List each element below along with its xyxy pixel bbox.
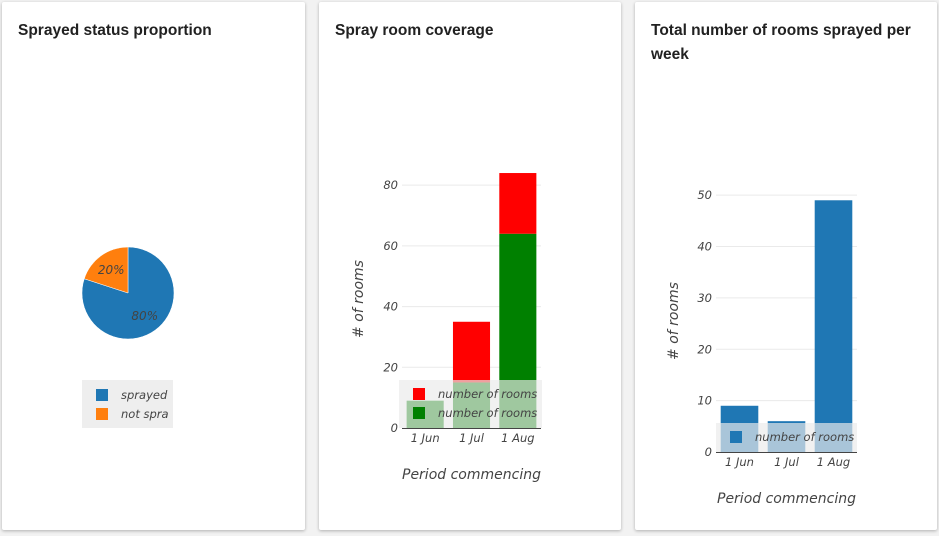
pie-slice-label: 80%: [131, 309, 158, 323]
stacked-bar-chart: 0 20 40 60 80 1 Jun 1 Jul 1 Aug Period commencin…: [351, 173, 542, 483]
legend-item: sprayed: [121, 388, 168, 402]
card-rooms-per-week: Total number of rooms sprayed per week 0…: [635, 2, 937, 530]
x-tick-label: 1 Aug: [501, 431, 534, 445]
y-tick-label: 40: [383, 300, 398, 314]
legend: sprayed not spra: [96, 388, 169, 421]
legend-swatch: [413, 407, 425, 419]
x-tick-label: 1 Aug: [817, 455, 850, 469]
pie-chart: 80% 20% sprayed not spra: [81, 246, 175, 428]
y-tick-label: 20: [697, 342, 712, 356]
y-axis-title: # of rooms: [351, 260, 367, 338]
legend-swatch: [96, 408, 108, 420]
card-sprayed-status: Sprayed status proportion 80% 20% sprayed n…: [2, 2, 305, 530]
legend: number of rooms number of rooms: [413, 387, 537, 420]
legend-swatch: [730, 431, 742, 443]
y-tick-label: 20: [383, 360, 398, 374]
legend-item: number of rooms: [438, 387, 537, 401]
pie-slice-label: 20%: [98, 263, 125, 277]
y-tick-label: 30: [697, 291, 712, 305]
y-tick-label: 40: [697, 240, 712, 254]
legend-item: number of rooms: [438, 406, 537, 420]
card-spray-coverage: Spray room coverage 0 20 40 60 80 1 Jun 1 Jul 1…: [319, 2, 621, 530]
x-tick-label: 1 Jun: [411, 431, 440, 445]
legend-swatch: [96, 389, 108, 401]
x-tick-label: 1 Jul: [774, 455, 800, 469]
bar-1-aug: [814, 200, 853, 452]
legend: number of rooms: [730, 430, 854, 444]
bar-1-aug: [499, 173, 537, 234]
legend-item: number of rooms: [755, 430, 854, 444]
y-tick-label: 50: [697, 188, 712, 202]
y-tick-label: 60: [383, 239, 398, 253]
y-tick-label: 0: [705, 445, 712, 459]
y-tick-label: 80: [383, 178, 398, 192]
y-tick-label: 0: [391, 421, 398, 435]
x-axis-title: Period commencing: [717, 491, 856, 507]
legend-swatch: [413, 388, 425, 400]
card-title: Total number of rooms sprayed per week: [651, 22, 911, 63]
x-axis-title: Period commencing: [402, 467, 541, 483]
pie-slice-not-sprayed: [83, 246, 129, 294]
legend-item: not spra: [121, 407, 169, 421]
bar-1-jul: [452, 321, 491, 383]
y-axis-title: # of rooms: [666, 282, 682, 360]
y-tick-label: 10: [697, 394, 712, 408]
x-tick-label: 1 Jul: [459, 431, 485, 445]
bar-chart: 0 10 20 30 40 50 1 Jun 1 Jul 1 Aug Period commenc…: [666, 188, 857, 507]
card-title: Spray room coverage: [335, 22, 494, 39]
card-title: Sprayed status proportion: [18, 22, 212, 39]
x-tick-label: 1 Jun: [725, 455, 754, 469]
